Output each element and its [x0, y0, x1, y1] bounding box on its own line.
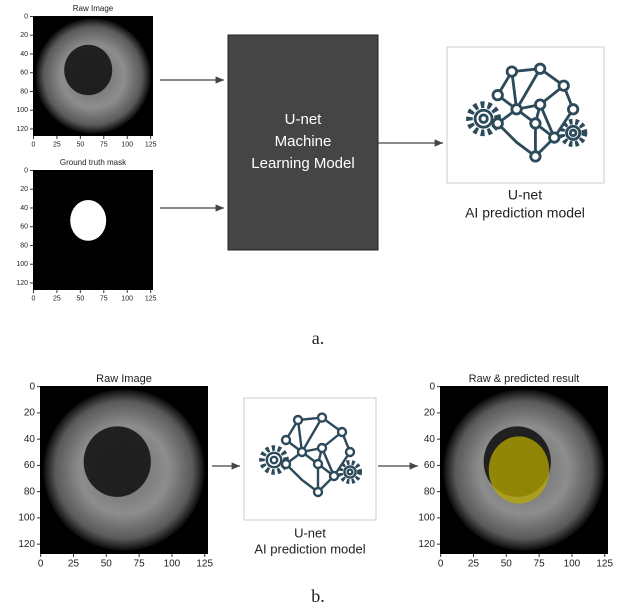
mask-blob	[70, 200, 106, 241]
output-label: AI prediction model	[254, 541, 365, 556]
panel-title: Raw & predicted result	[469, 373, 580, 385]
y-tick-label: 120	[18, 539, 35, 550]
y-tick-label: 40	[20, 205, 28, 212]
caption: a.	[312, 328, 325, 348]
output-label: U-net	[508, 187, 542, 203]
output-label: U-net	[294, 525, 326, 540]
x-tick-label: 0	[32, 141, 36, 148]
x-tick-label: 125	[596, 559, 613, 570]
model-label: Learning Model	[251, 155, 354, 172]
y-tick-label: 0	[24, 167, 28, 174]
x-tick-label: 125	[196, 559, 213, 570]
x-tick-label: 125	[145, 141, 157, 148]
y-tick-label: 100	[16, 107, 28, 114]
output-label: AI prediction model	[465, 205, 585, 221]
lumen	[64, 45, 112, 95]
x-tick-label: 0	[38, 559, 44, 570]
x-tick-label: 50	[501, 559, 513, 570]
y-tick-label: 40	[424, 434, 436, 445]
y-tick-label: 100	[18, 513, 35, 524]
y-tick-label: 100	[16, 261, 28, 268]
y-tick-label: 60	[20, 70, 28, 77]
x-tick-label: 100	[164, 559, 181, 570]
x-tick-label: 125	[145, 295, 157, 302]
y-tick-label: 60	[20, 224, 28, 231]
y-tick-label: 0	[29, 381, 35, 392]
model-label: Machine	[275, 133, 332, 150]
y-tick-label: 20	[20, 32, 28, 39]
x-tick-label: 50	[76, 295, 84, 302]
y-tick-label: 60	[424, 460, 436, 471]
panel-title: Raw Image	[73, 4, 114, 13]
x-tick-label: 75	[534, 559, 546, 570]
x-tick-label: 75	[100, 295, 108, 302]
lumen	[84, 426, 151, 497]
y-tick-label: 80	[24, 486, 36, 497]
panel-title: Raw Image	[96, 373, 152, 385]
y-tick-label: 40	[24, 434, 36, 445]
y-tick-label: 80	[20, 88, 28, 95]
x-tick-label: 50	[101, 559, 113, 570]
y-tick-label: 20	[20, 186, 28, 193]
x-tick-label: 100	[121, 141, 133, 148]
y-tick-label: 20	[24, 408, 36, 419]
y-tick-label: 0	[429, 381, 435, 392]
x-tick-label: 100	[564, 559, 581, 570]
x-tick-label: 75	[134, 559, 146, 570]
y-tick-label: 40	[20, 51, 28, 58]
y-tick-label: 20	[424, 408, 436, 419]
figure: U-net Machine Learning Model U-net AI pr…	[0, 0, 624, 609]
x-tick-label: 25	[468, 559, 480, 570]
prediction	[489, 436, 549, 503]
x-tick-label: 25	[68, 559, 80, 570]
y-tick-label: 120	[16, 280, 28, 287]
caption: b.	[311, 586, 325, 606]
x-tick-label: 0	[32, 295, 36, 302]
y-tick-label: 80	[20, 242, 28, 249]
x-tick-label: 75	[100, 141, 108, 148]
x-tick-label: 100	[121, 295, 133, 302]
y-tick-label: 120	[418, 539, 435, 550]
x-tick-label: 50	[76, 141, 84, 148]
y-tick-label: 80	[424, 486, 436, 497]
x-tick-label: 25	[53, 295, 61, 302]
y-tick-label: 120	[16, 126, 28, 133]
x-tick-label: 0	[438, 559, 444, 570]
y-tick-label: 100	[418, 513, 435, 524]
model-label: U-net	[285, 111, 323, 128]
y-tick-label: 60	[24, 460, 36, 471]
y-tick-label: 0	[24, 13, 28, 20]
x-tick-label: 25	[53, 141, 61, 148]
panel-title: Ground truth mask	[60, 158, 127, 167]
